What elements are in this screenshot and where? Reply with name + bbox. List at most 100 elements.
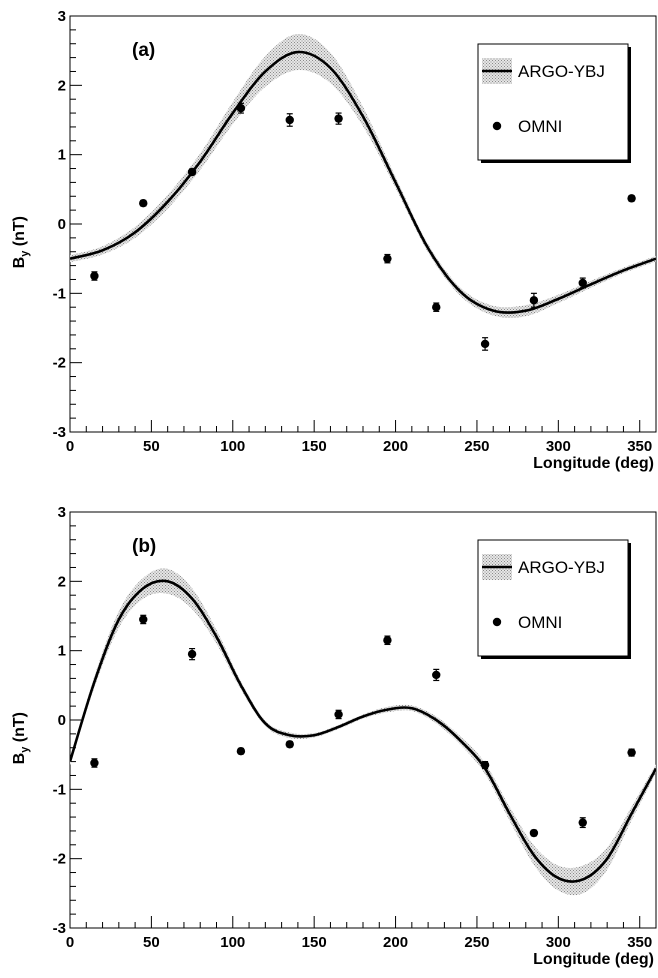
omni-data-point: [285, 740, 294, 749]
x-tick-label: 200: [383, 438, 408, 455]
x-tick-label: 150: [302, 934, 327, 951]
omni-marker: [187, 649, 197, 659]
y-tick-label: 0: [58, 216, 66, 233]
panel-b: 0 50 100 150 200 250 300 350 -3 -2 -1 0 1 2 3 Longitude…: [11, 504, 657, 968]
x-tick-label: 100: [220, 438, 245, 455]
y-tick-label: 3: [58, 504, 66, 521]
panel-a: 0 50 100 150 200 250 300 350 -3 -2 -1 0 1 2 3 Longitude…: [11, 8, 657, 472]
y-axis-title-subscript: y: [19, 746, 31, 753]
omni-marker: [236, 747, 246, 756]
plot-area: [70, 33, 656, 351]
omni-data-point: [139, 614, 148, 625]
argo-ybj-series-line: [70, 579, 656, 883]
omni-data-point: [578, 277, 587, 289]
omni-marker: [90, 758, 99, 768]
omni-data-point: [627, 194, 636, 203]
omni-marker: [383, 636, 392, 645]
legend-label-argo-ybj: ARGO-YBJ: [518, 558, 605, 577]
omni-data-point: [529, 292, 539, 308]
omni-data-point: [139, 199, 148, 208]
x-tick-label: 300: [546, 934, 571, 951]
omni-marker: [236, 104, 246, 113]
panel-label: (a): [132, 40, 155, 61]
omni-data-point: [90, 271, 99, 281]
omni-marker: [529, 296, 539, 305]
x-axis-title: Longitude (deg): [533, 951, 654, 968]
y-tick-label: -2: [53, 851, 66, 868]
y-tick-label: 2: [58, 573, 66, 590]
omni-marker: [432, 670, 441, 680]
x-tick-label: 350: [627, 438, 652, 455]
omni-marker: [627, 194, 636, 203]
omni-marker: [578, 818, 587, 827]
plot-area: [70, 568, 656, 896]
omni-data-point: [432, 668, 441, 682]
omni-data-point: [432, 302, 441, 312]
omni-data-point: [187, 647, 197, 661]
omni-marker: [187, 167, 197, 177]
omni-data-point: [187, 167, 197, 177]
y-tick-label: 1: [58, 643, 66, 660]
y-tick-label: 2: [58, 77, 66, 94]
x-tick-label: 250: [464, 934, 489, 951]
x-tick-label: 300: [546, 438, 571, 455]
x-tick-label: 200: [383, 934, 408, 951]
omni-marker: [334, 710, 343, 719]
legend-marker-omni: [492, 617, 502, 627]
y-tick-label: -3: [53, 920, 66, 937]
x-tick-label: 250: [464, 438, 489, 455]
y-tick-label: 3: [58, 8, 66, 25]
y-tick-label: -3: [53, 424, 66, 441]
omni-marker: [139, 199, 148, 208]
omni-marker: [139, 615, 148, 624]
panel-label: (b): [132, 536, 156, 557]
legend-marker-omni: [492, 121, 502, 131]
omni-data-point: [236, 102, 246, 114]
y-axis-title: By (nT): [11, 712, 31, 764]
omni-data-point: [334, 709, 343, 720]
omni-data-point: [529, 828, 539, 838]
argo-ybj-series-line: [70, 50, 656, 314]
y-axis-title-subscript: y: [19, 250, 31, 257]
omni-marker: [480, 760, 490, 770]
y-axis-title-symbol: B: [11, 257, 28, 269]
omni-data-point: [334, 112, 343, 125]
x-tick-label: 50: [143, 438, 160, 455]
omni-marker: [529, 828, 539, 838]
legend: ARGO-YBJ OMNI: [477, 43, 631, 163]
omni-data-point: [236, 747, 246, 756]
y-tick-label: -2: [53, 355, 66, 372]
omni-data-point: [480, 760, 490, 770]
y-tick-label: -1: [53, 781, 66, 798]
omni-data-point: [627, 748, 636, 757]
omni-marker: [627, 748, 636, 757]
omni-data-point: [578, 817, 587, 829]
omni-marker: [432, 303, 441, 312]
y-axis-title-unit: (nT): [11, 712, 28, 747]
omni-data-point: [90, 758, 99, 768]
x-tick-label: 100: [220, 934, 245, 951]
y-tick-label: 1: [58, 147, 66, 164]
omni-marker: [578, 278, 587, 288]
omni-data-point: [383, 635, 392, 646]
omni-marker: [334, 114, 343, 123]
legend-label-omni: OMNI: [518, 117, 562, 136]
y-tick-label: 0: [58, 712, 66, 729]
omni-marker: [90, 271, 99, 281]
x-tick-label: 0: [66, 934, 74, 951]
legend-label-omni: OMNI: [518, 613, 562, 632]
x-tick-label: 350: [627, 934, 652, 951]
y-tick-label: -1: [53, 285, 66, 302]
omni-marker: [285, 115, 294, 125]
legend: ARGO-YBJ OMNI: [477, 539, 631, 659]
x-tick-label: 0: [66, 438, 74, 455]
omni-data-point: [480, 337, 490, 351]
omni-marker: [285, 740, 294, 749]
x-tick-label: 150: [302, 438, 327, 455]
omni-marker: [383, 254, 392, 263]
y-axis-title-unit: (nT): [11, 216, 28, 251]
legend-label-argo-ybj: ARGO-YBJ: [518, 62, 605, 81]
y-axis-title-symbol: B: [11, 753, 28, 765]
omni-data-point: [285, 113, 294, 127]
